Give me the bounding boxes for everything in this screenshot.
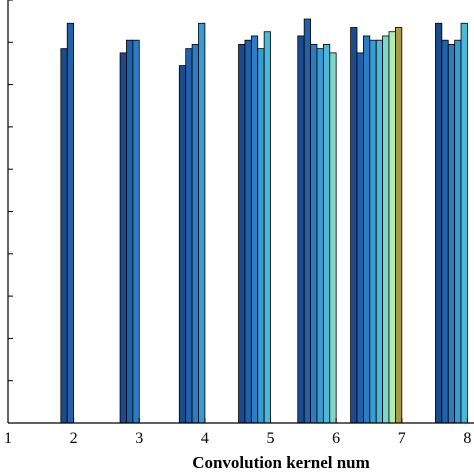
bar	[257, 48, 265, 424]
x-tick-label: 7	[398, 430, 406, 447]
bar	[441, 39, 449, 424]
bar	[132, 39, 140, 424]
bar	[369, 39, 377, 424]
bar	[454, 39, 462, 424]
bar	[388, 31, 396, 424]
bar	[250, 35, 259, 424]
bar	[126, 39, 134, 424]
bar	[198, 22, 206, 424]
x-ticks: 1 2 3 4 5 6 7 8	[4, 418, 471, 447]
bar	[178, 65, 187, 424]
x-tick-label: 1	[4, 430, 12, 447]
bar	[119, 52, 127, 424]
bar	[435, 22, 443, 424]
bar	[375, 39, 384, 424]
bar	[238, 44, 246, 424]
bar	[310, 44, 318, 424]
bar	[316, 48, 324, 424]
bar	[382, 35, 390, 424]
bar	[394, 27, 403, 424]
bars-layer	[60, 18, 468, 424]
bar	[263, 31, 271, 424]
bar	[329, 52, 337, 424]
x-tick-label: 8	[463, 430, 471, 447]
x-tick-label: 5	[267, 430, 275, 447]
bar	[185, 48, 193, 424]
bar	[447, 44, 456, 424]
bar	[297, 35, 305, 424]
x-tick-label: 6	[332, 430, 340, 447]
bar	[356, 52, 364, 424]
bar	[303, 18, 311, 424]
bar	[350, 27, 358, 424]
bar	[191, 44, 199, 424]
bar	[362, 35, 371, 424]
bar	[460, 22, 468, 424]
x-axis-label: Convolution kernel num	[192, 453, 370, 472]
x-tick-label: 4	[201, 430, 209, 447]
bar	[244, 39, 252, 424]
bar	[66, 22, 75, 424]
y-ticks	[8, 0, 13, 382]
x-tick-label: 3	[135, 430, 143, 447]
bar	[322, 44, 331, 424]
bar	[60, 48, 68, 424]
x-tick-label: 2	[70, 430, 78, 447]
